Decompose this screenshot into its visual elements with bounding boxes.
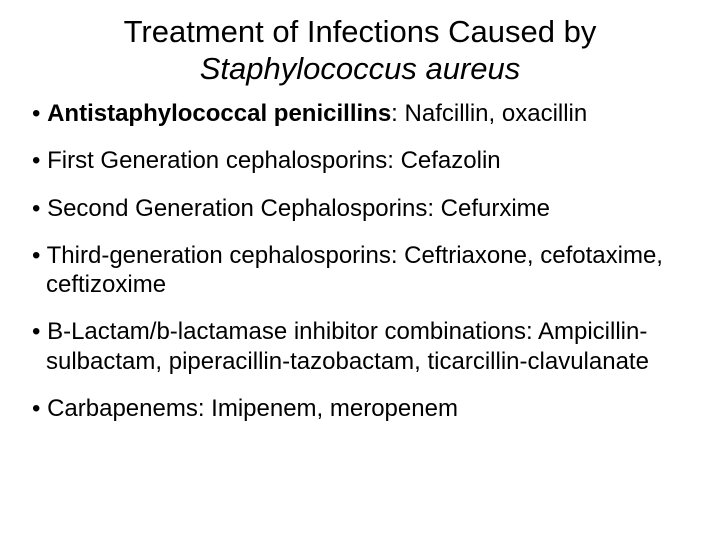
bullet-bold: Antistaphylococcal penicillins (47, 100, 391, 127)
bullet-item: First Generation cephalosporins: Cefazol… (28, 146, 692, 175)
bullet-item: B-Lactam/b-lactamase inhibitor combinati… (28, 317, 692, 376)
title-line1: Treatment of Infections Caused by (124, 14, 597, 49)
bullet-text: Second Generation Cephalosporins: Cefurx… (47, 195, 550, 222)
bullet-list: Antistaphylococcal penicillins: Nafcilli… (28, 99, 692, 423)
bullet-text: : Nafcillin, oxacillin (391, 100, 587, 127)
bullet-item: Antistaphylococcal penicillins: Nafcilli… (28, 99, 692, 128)
bullet-item: Carbapenems: Imipenem, meropenem (28, 394, 692, 423)
bullet-text: Carbapenems: Imipenem, meropenem (47, 395, 458, 422)
title-line2: Staphylococcus aureus (200, 51, 521, 86)
bullet-text: First Generation cephalosporins: Cefazol… (47, 147, 501, 174)
slide-title: Treatment of Infections Caused by Staphy… (28, 14, 692, 87)
bullet-item: Second Generation Cephalosporins: Cefurx… (28, 194, 692, 223)
bullet-text: B-Lactam/b-lactamase inhibitor combinati… (46, 318, 649, 374)
slide: Treatment of Infections Caused by Staphy… (0, 0, 720, 540)
bullet-item: Third-generation cephalosporins: Ceftria… (28, 241, 692, 300)
bullet-text: Third-generation cephalosporins: Ceftria… (46, 242, 663, 298)
